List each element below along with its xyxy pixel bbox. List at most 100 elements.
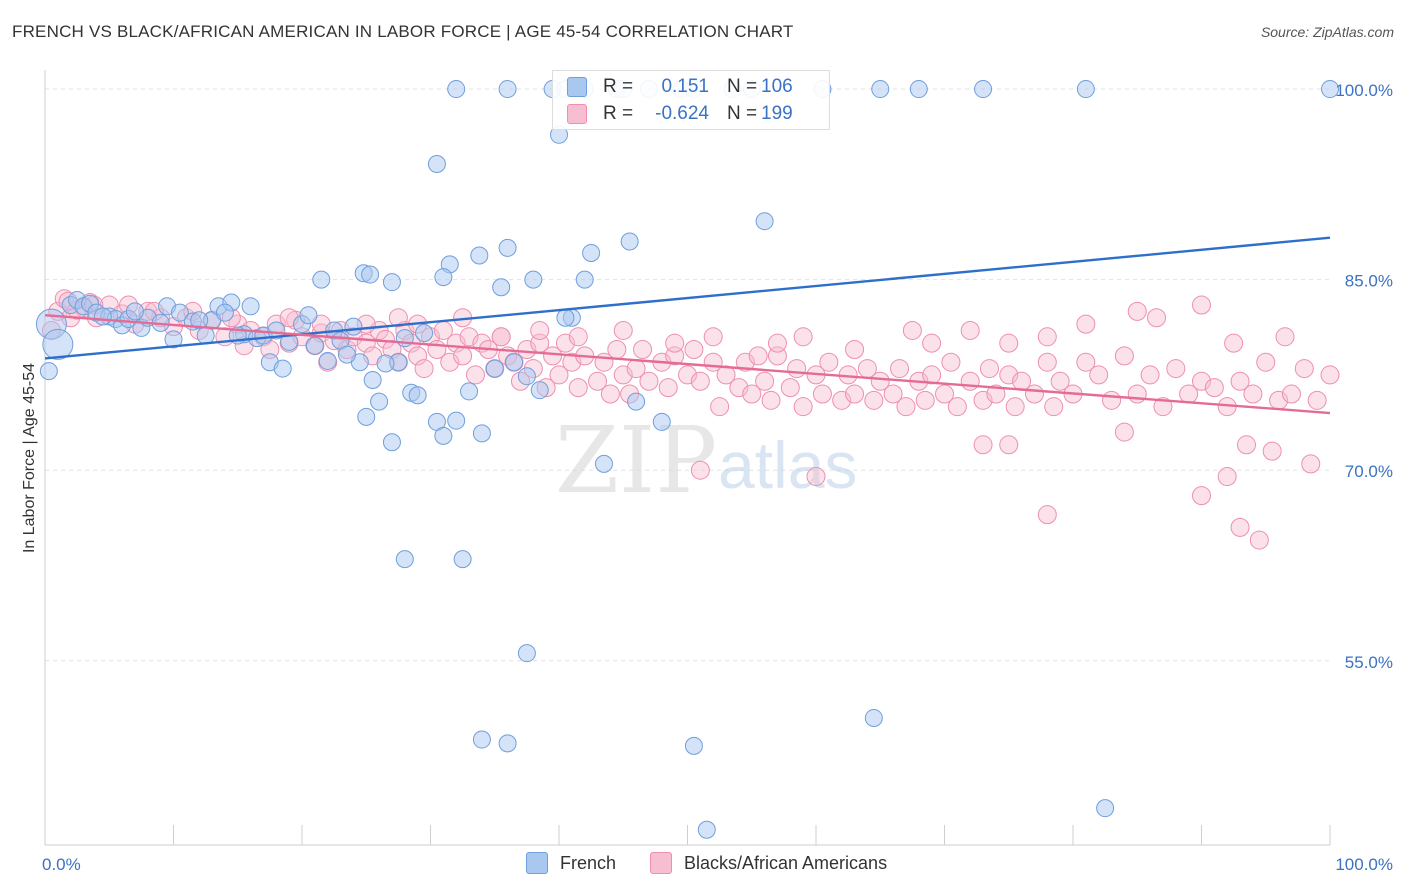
french-point	[363, 371, 382, 389]
black-r-value: -0.624	[655, 103, 709, 124]
french-point	[125, 302, 144, 321]
french-point	[909, 80, 928, 99]
black-point	[1037, 327, 1057, 347]
french-point	[627, 392, 646, 411]
black-point	[1217, 467, 1237, 487]
french-point	[299, 306, 318, 325]
french-point	[620, 232, 639, 251]
french-point	[1096, 799, 1115, 818]
black-point	[1249, 530, 1269, 550]
black-point	[793, 397, 813, 417]
black-point	[960, 320, 980, 340]
watermark-zip: ZIP	[555, 407, 717, 514]
french-n-label: N =	[727, 76, 758, 97]
y-axis-title: In Labor Force | Age 45-54	[21, 363, 38, 553]
french-point	[42, 328, 74, 360]
black-point	[710, 397, 730, 417]
french-point	[498, 734, 517, 753]
french-point	[697, 820, 716, 839]
french-point	[273, 359, 292, 378]
french-point	[453, 550, 472, 569]
correlation-legend: R = 0.151 N = 106 R = -0.624 N = 199	[552, 70, 830, 130]
black-point	[941, 352, 961, 372]
black-point	[1192, 295, 1211, 315]
legend-french-label: French	[560, 852, 617, 873]
french-point	[93, 307, 112, 326]
french-point	[196, 326, 215, 345]
black-point	[819, 352, 839, 372]
french-r-value: 0.151	[661, 76, 709, 97]
legend-black-label: Blacks/African Americans	[684, 852, 888, 873]
french-point	[434, 426, 453, 445]
black-point	[491, 327, 511, 347]
chart-title: FRENCH VS BLACK/AFRICAN AMERICAN IN LABO…	[12, 22, 794, 41]
black-point	[703, 327, 723, 347]
black-point	[1114, 346, 1134, 366]
french-point	[382, 273, 401, 292]
legend-french-swatch	[526, 852, 548, 874]
black-point	[690, 371, 710, 391]
black-point	[1127, 301, 1147, 321]
black-point	[806, 467, 826, 487]
black-point	[845, 384, 865, 404]
black-point	[600, 384, 620, 404]
black-point	[1076, 352, 1096, 372]
black-point	[639, 371, 659, 391]
black-point	[915, 390, 935, 410]
french-point	[582, 243, 601, 262]
black-point	[1192, 486, 1211, 506]
black-point	[1024, 384, 1044, 404]
black-point	[665, 333, 685, 353]
french-point	[472, 730, 491, 749]
french-point	[447, 411, 466, 430]
black-point	[812, 384, 832, 404]
series-legend: French Blacks/African Americans	[0, 852, 1406, 876]
black-point	[1243, 384, 1263, 404]
black-n-value: 199	[761, 103, 793, 124]
legend-black-swatch	[650, 852, 672, 874]
black-point	[1256, 352, 1276, 372]
french-point	[871, 80, 890, 99]
black-point	[896, 397, 916, 417]
chart-source: Source: ZipAtlas.com	[1260, 24, 1394, 40]
black-point	[902, 320, 922, 340]
french-trend-line	[44, 236, 1331, 360]
black-point	[1044, 397, 1064, 417]
french-point	[755, 212, 774, 231]
black-point	[979, 359, 999, 379]
black-point	[1301, 454, 1321, 474]
black-point	[973, 435, 993, 455]
french-point	[492, 278, 511, 297]
black-point	[1102, 390, 1122, 410]
french-point	[434, 268, 453, 287]
black-point	[588, 371, 608, 391]
french-point	[318, 351, 337, 370]
french-point	[460, 382, 479, 401]
black-point	[1262, 441, 1282, 461]
black-point	[1204, 378, 1224, 398]
french-point	[594, 454, 613, 473]
french-point	[427, 155, 446, 174]
french-point	[470, 246, 489, 265]
black-point	[761, 390, 781, 410]
black-point	[1281, 384, 1301, 404]
black-point	[1153, 397, 1173, 417]
french-point	[170, 303, 189, 322]
black-point	[1307, 390, 1327, 410]
black-point	[1076, 314, 1096, 334]
french-point	[382, 433, 401, 452]
black-r-label: R =	[603, 103, 634, 124]
black-point	[870, 371, 890, 391]
black-point	[1037, 352, 1057, 372]
french-point	[1321, 80, 1339, 99]
black-point	[568, 378, 588, 398]
black-point	[986, 384, 1006, 404]
black-point	[755, 371, 775, 391]
french-point	[267, 321, 286, 340]
black-point	[549, 365, 569, 385]
legend-item-black: Blacks/African Americans	[650, 852, 887, 874]
french-point	[357, 407, 376, 426]
black-point	[922, 365, 942, 385]
french-swatch	[567, 77, 587, 97]
